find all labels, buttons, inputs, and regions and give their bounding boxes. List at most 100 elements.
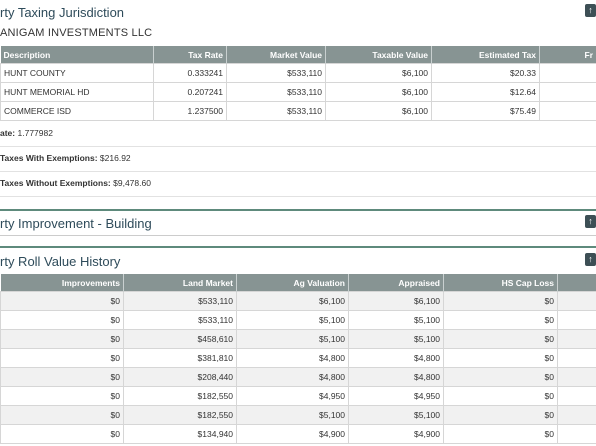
table-cell: $381,810	[123, 348, 237, 368]
table-cell: $0	[0, 405, 124, 425]
summary-label: Taxes Without Exemptions:	[0, 178, 111, 188]
table-cell: $20.33	[431, 63, 540, 83]
column-header	[557, 274, 596, 292]
table-cell: COMMERCE ISD	[0, 101, 154, 121]
table-cell: $0	[0, 291, 124, 311]
table-cell: HUNT COUNTY	[0, 63, 154, 83]
summary-line: Taxes With Exemptions: $216.92	[0, 146, 596, 172]
jurisdiction-table: Description Tax Rate Market Value Taxable V…	[0, 46, 596, 121]
table-cell: $5,100	[348, 329, 444, 349]
table-cell: $533,110	[226, 63, 326, 83]
summary-line: ate: 1.777982	[0, 121, 596, 147]
table-row: $0 $458,610 $5,100 $5,100 $0	[0, 329, 596, 349]
table-cell: $0	[443, 329, 558, 349]
header-row: Description Tax Rate Market Value Taxable V…	[0, 46, 596, 64]
table-cell: $0	[0, 348, 124, 368]
table-cell: HUNT MEMORIAL HD	[0, 82, 154, 102]
section-divider	[0, 209, 596, 211]
table-cell	[557, 424, 596, 444]
column-header: Estimated Tax	[431, 46, 540, 64]
summary-value: $216.92	[99, 153, 131, 163]
table-cell: $6,100	[325, 82, 432, 102]
table-cell: $0	[0, 367, 124, 387]
table-cell: $6,100	[325, 101, 432, 121]
table-cell: $4,800	[236, 367, 349, 387]
table-cell: $5,100	[348, 310, 444, 330]
table-cell: $4,950	[236, 386, 349, 406]
table-row: $0 $182,550 $5,100 $5,100 $0	[0, 405, 596, 425]
table-cell: $4,800	[348, 348, 444, 368]
table-cell: $4,800	[236, 348, 349, 368]
table-cell	[539, 101, 596, 121]
table-row: $0 $134,940 $4,900 $4,900 $0	[0, 424, 596, 444]
table-cell: $6,100	[325, 63, 432, 83]
column-header: Fr	[539, 46, 596, 64]
column-header: HS Cap Loss	[443, 274, 558, 292]
table-cell: $182,550	[123, 405, 237, 425]
summary-line: Taxes Without Exemptions: $9,478.60	[0, 171, 596, 197]
table-cell: $6,100	[236, 291, 349, 311]
table-cell: $75.49	[431, 101, 540, 121]
table-cell: $533,110	[226, 82, 326, 102]
collapse-button[interactable]: ↑	[585, 4, 596, 17]
table-row: $0 $533,110 $5,100 $5,100 $0	[0, 310, 596, 330]
table-cell: $134,940	[123, 424, 237, 444]
table-cell: 0.333241	[153, 63, 227, 83]
table-cell: $4,900	[348, 424, 444, 444]
column-header: Taxable Value	[325, 46, 432, 64]
table-cell: $6,100	[348, 291, 444, 311]
table-row: HUNT MEMORIAL HD 0.207241 $533,110 $6,100 $1…	[0, 82, 596, 102]
table-cell: $4,950	[348, 386, 444, 406]
table-cell: 0.207241	[153, 82, 227, 102]
column-header: Appraised	[348, 274, 444, 292]
table-cell	[557, 348, 596, 368]
table-cell: $4,800	[348, 367, 444, 387]
table-cell	[539, 63, 596, 83]
column-header: Land Market	[123, 274, 237, 292]
divider	[0, 235, 596, 236]
table-cell: $0	[0, 386, 124, 406]
table-row: HUNT COUNTY 0.333241 $533,110 $6,100 $20.33	[0, 63, 596, 83]
table-cell	[557, 386, 596, 406]
summary-label: ate:	[0, 128, 16, 138]
table-cell: $0	[0, 329, 124, 349]
column-header: Market Value	[226, 46, 326, 64]
table-cell: $533,110	[123, 310, 237, 330]
summary-value: 1.777982	[17, 128, 53, 138]
table-row: $0 $533,110 $6,100 $6,100 $0	[0, 291, 596, 311]
table-cell: $0	[443, 405, 558, 425]
table-cell: $208,440	[123, 367, 237, 387]
summary-value: $9,478.60	[113, 178, 151, 188]
collapse-button[interactable]: ↑	[585, 253, 596, 266]
table-cell	[557, 367, 596, 387]
table-cell: $5,100	[348, 405, 444, 425]
column-header: Improvements	[0, 274, 124, 292]
owner-name: ANIGAM INVESTMENTS LLC	[0, 27, 153, 39]
table-row: $0 $208,440 $4,800 $4,800 $0	[0, 367, 596, 387]
summary-label: Taxes With Exemptions:	[0, 153, 98, 163]
section-divider	[0, 246, 596, 248]
table-cell: $12.64	[431, 82, 540, 102]
table-row: COMMERCE ISD 1.237500 $533,110 $6,100 $75.49	[0, 101, 596, 121]
table-cell: $5,100	[236, 405, 349, 425]
table-cell: $182,550	[123, 386, 237, 406]
table-cell	[539, 82, 596, 102]
column-header: Ag Valuation	[236, 274, 349, 292]
table-cell: $5,100	[236, 329, 349, 349]
table-cell: $0	[0, 310, 124, 330]
section-title: rty Taxing Jurisdiction	[0, 5, 125, 20]
table-cell: $0	[443, 424, 558, 444]
column-header: Tax Rate	[153, 46, 227, 64]
column-header: Description	[0, 46, 154, 64]
table-cell: $0	[443, 348, 558, 368]
table-cell: $0	[443, 367, 558, 387]
table-cell	[557, 291, 596, 311]
table-cell: $0	[0, 424, 124, 444]
table-cell: $533,110	[226, 101, 326, 121]
table-cell: $0	[443, 386, 558, 406]
table-cell: 1.237500	[153, 101, 227, 121]
table-cell	[557, 329, 596, 349]
section-title: rty Improvement - Building	[0, 216, 152, 231]
collapse-button[interactable]: ↑	[585, 215, 596, 228]
